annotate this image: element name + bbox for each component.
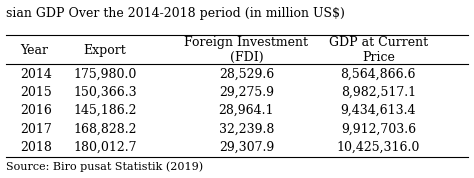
Text: 2018: 2018: [20, 141, 52, 154]
Text: 168,828.2: 168,828.2: [73, 122, 137, 135]
Text: 8,982,517.1: 8,982,517.1: [341, 86, 416, 99]
Text: 2016: 2016: [20, 104, 52, 117]
Text: Source: Biro pusat Statistik (2019): Source: Biro pusat Statistik (2019): [6, 162, 203, 172]
Text: 8,564,866.6: 8,564,866.6: [341, 67, 416, 80]
Text: 2015: 2015: [20, 86, 52, 99]
Text: 28,529.6: 28,529.6: [219, 67, 274, 80]
Text: 2014: 2014: [20, 67, 52, 80]
Text: 32,239.8: 32,239.8: [219, 122, 274, 135]
Text: 29,275.9: 29,275.9: [219, 86, 274, 99]
Text: 9,912,703.6: 9,912,703.6: [341, 122, 416, 135]
Text: 10,425,316.0: 10,425,316.0: [337, 141, 420, 154]
Text: GDP at Current
Price: GDP at Current Price: [329, 36, 428, 64]
Text: 150,366.3: 150,366.3: [73, 86, 137, 99]
Text: Foreign Investment
(FDI): Foreign Investment (FDI): [184, 36, 309, 64]
Text: 28,964.1: 28,964.1: [219, 104, 274, 117]
Text: 180,012.7: 180,012.7: [73, 141, 137, 154]
Text: Year: Year: [20, 44, 48, 57]
Text: Export: Export: [84, 44, 127, 57]
Text: 29,307.9: 29,307.9: [219, 141, 274, 154]
Text: 2017: 2017: [20, 122, 52, 135]
Text: 175,980.0: 175,980.0: [73, 67, 137, 80]
Text: sian GDP Over the 2014-2018 period (in million US$): sian GDP Over the 2014-2018 period (in m…: [6, 7, 345, 20]
Text: 9,434,613.4: 9,434,613.4: [341, 104, 416, 117]
Text: 145,186.2: 145,186.2: [73, 104, 137, 117]
